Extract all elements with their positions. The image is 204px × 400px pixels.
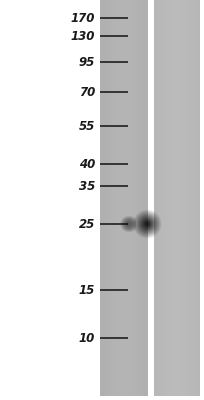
Text: 55: 55 <box>79 120 95 132</box>
Bar <box>100 0 148 396</box>
Text: 25: 25 <box>79 218 95 230</box>
Text: 10: 10 <box>79 332 95 344</box>
Text: 35: 35 <box>79 180 95 192</box>
Text: 15: 15 <box>79 284 95 296</box>
Bar <box>150 0 154 396</box>
Bar <box>152 0 200 396</box>
Text: 70: 70 <box>79 86 95 98</box>
Text: 130: 130 <box>71 30 95 42</box>
Text: 170: 170 <box>71 12 95 24</box>
Text: 95: 95 <box>79 56 95 68</box>
Text: 40: 40 <box>79 158 95 170</box>
